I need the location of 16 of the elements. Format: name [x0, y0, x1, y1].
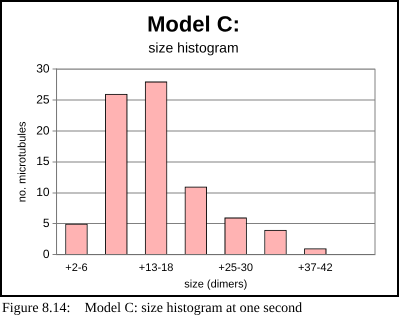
- y-tick-label: 20: [36, 123, 50, 138]
- x-tick-label: +13-18: [138, 262, 174, 274]
- x-axis-title: size (dimers): [184, 278, 248, 290]
- x-tick-label: +25-30: [218, 262, 253, 274]
- x-tick-label: +37-42: [298, 262, 333, 274]
- caption: Figure 8.14: Model C: size histogram at one second: [2, 301, 304, 317]
- y-tick-label: 10: [36, 185, 50, 200]
- y-tick-label: 30: [36, 62, 50, 76]
- y-tick-label: 25: [36, 92, 50, 106]
- x-tick-label: +2-6: [65, 262, 88, 274]
- y-tick-label: 0: [42, 246, 50, 261]
- y-axis-title: no. microtubules: [16, 121, 29, 202]
- chart-subtitle: size histogram: [148, 40, 239, 56]
- y-tick-label: 15: [36, 154, 50, 168]
- chart-title: Model C:: [147, 11, 240, 36]
- y-tick-label: 5: [42, 216, 50, 230]
